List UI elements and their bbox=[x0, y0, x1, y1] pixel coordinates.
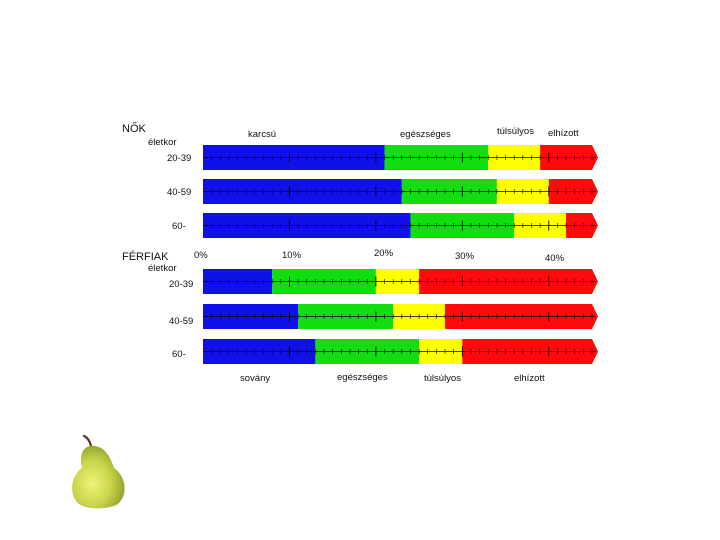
men-age-label: életkor bbox=[148, 263, 177, 274]
men-title: FÉRFIAK bbox=[122, 250, 169, 263]
men-zone-label-obese: elhízott bbox=[514, 373, 545, 384]
women-title: NŐK bbox=[122, 121, 147, 135]
women-zone-label-overweight: túlsúlyos bbox=[497, 126, 534, 137]
x-tick-label-0: 0% bbox=[194, 250, 208, 261]
bars-layer bbox=[203, 145, 598, 364]
men-zone-label-healthy: egészséges bbox=[337, 372, 388, 383]
women-zone-label-healthy: egészséges bbox=[400, 129, 451, 140]
x-tick-label-40: 40% bbox=[545, 253, 565, 264]
women-zone-label-obese: elhízott bbox=[548, 128, 579, 139]
men-row-label-60: 60- bbox=[172, 349, 186, 360]
women-row-label-60: 60- bbox=[172, 221, 186, 232]
men-zone-label-thin: sovány bbox=[240, 373, 270, 384]
x-tick-label-30: 30% bbox=[455, 251, 475, 262]
women-row-label-20-39: 20-39 bbox=[167, 153, 191, 164]
x-tick-label-10: 10% bbox=[282, 250, 302, 261]
women-age-label: életkor bbox=[148, 137, 177, 148]
pear-icon bbox=[72, 434, 125, 509]
men-zone-label-overweight: túlsúlyos bbox=[424, 373, 461, 384]
men-row-label-20-39: 20-39 bbox=[169, 279, 193, 290]
women-row-label-40-59: 40-59 bbox=[167, 187, 191, 198]
men-row-label-40-59: 40-59 bbox=[169, 316, 193, 327]
women-zone-label-lean: karcsú bbox=[248, 129, 276, 140]
x-tick-label-20: 20% bbox=[374, 248, 394, 259]
